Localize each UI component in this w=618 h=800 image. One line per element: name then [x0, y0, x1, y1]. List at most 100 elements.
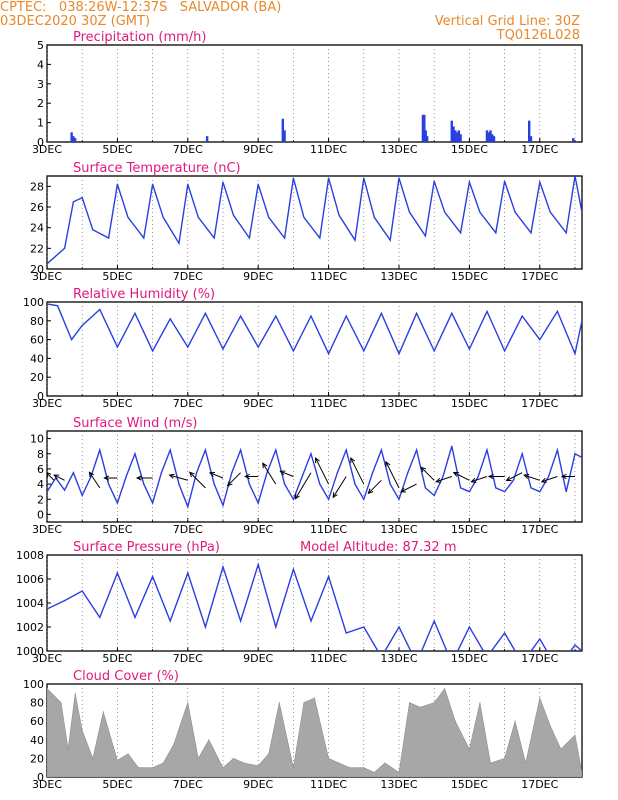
- series-point: [213, 483, 215, 485]
- cloud-point: [47, 688, 48, 690]
- series-point: [169, 449, 171, 451]
- y-tick-label: 100: [23, 678, 44, 691]
- series-point: [530, 232, 532, 234]
- x-tick-label: 11DEC: [310, 397, 347, 410]
- cloud-point: [363, 767, 365, 769]
- cloud-point: [243, 762, 245, 764]
- series-point: [187, 183, 189, 185]
- cloud-point: [292, 767, 294, 769]
- series-point: [275, 626, 277, 628]
- precip-bar: [492, 136, 496, 142]
- x-tick-label: 17DEC: [521, 143, 558, 156]
- cloud-point: [233, 757, 235, 759]
- series-point: [71, 339, 73, 341]
- cloud-point: [197, 757, 199, 759]
- y-tick-label: 1: [37, 117, 44, 130]
- cloud-point: [489, 762, 491, 764]
- cloud-point: [514, 720, 516, 722]
- wind-vector-head: [188, 471, 195, 478]
- series-point: [521, 453, 523, 455]
- wind-vector-head: [399, 487, 406, 493]
- wind-vector-head: [420, 466, 427, 473]
- wind-vector-head: [294, 493, 300, 500]
- x-tick-label: 5DEC: [102, 143, 132, 156]
- y-tick-label: 24: [30, 222, 44, 235]
- series-point: [459, 487, 462, 489]
- precip-bar: [454, 130, 457, 142]
- wind-vector-head: [226, 480, 233, 487]
- precip-bar: [489, 130, 492, 142]
- precip-bar: [425, 136, 429, 142]
- series-point: [433, 350, 435, 352]
- cloud-point: [257, 765, 259, 767]
- x-tick-label: 5DEC: [102, 778, 132, 791]
- cloud-point: [127, 753, 129, 755]
- y-tick-label: 8: [37, 448, 44, 461]
- x-tick-label: 3DEC: [32, 523, 62, 536]
- x-tick-label: 3DEC: [32, 652, 62, 665]
- wind-vector: [506, 472, 523, 481]
- series-point: [363, 350, 365, 352]
- cloud-point: [574, 734, 576, 736]
- series-point: [433, 494, 435, 497]
- cloud-point: [187, 702, 189, 704]
- y-tick-label: 0: [37, 771, 44, 784]
- cloud-point: [116, 759, 118, 761]
- wind-vector-head: [560, 473, 567, 480]
- series-point: [197, 216, 199, 218]
- cloud-point: [560, 748, 562, 750]
- series-point: [72, 472, 74, 474]
- series-point: [143, 483, 145, 485]
- panel-annotation: Model Altitude: 87.32 m: [300, 540, 457, 555]
- series-point: [373, 216, 375, 218]
- series-point: [556, 310, 558, 312]
- wind-vector: [453, 472, 470, 481]
- x-tick-label: 7DEC: [173, 523, 203, 536]
- series-point: [310, 315, 312, 317]
- series-point: [503, 180, 506, 182]
- cloud-point: [349, 767, 351, 769]
- wind-vector-head: [103, 475, 110, 481]
- panel-6: 3DEC 5DEC 7DEC 9DEC 11DEC 13DEC 15DEC 17DEC 0 20 4…: [23, 669, 583, 791]
- series-point: [444, 211, 446, 213]
- series-point: [514, 211, 516, 213]
- panel-title: Cloud Cover (%): [73, 669, 179, 684]
- x-tick-label: 13DEC: [380, 397, 417, 410]
- series-point: [354, 239, 356, 241]
- series-point: [398, 626, 400, 628]
- series-line: [47, 562, 582, 651]
- y-tick-label: 4: [37, 478, 44, 491]
- series-point: [151, 502, 154, 504]
- x-tick-label: 15DEC: [451, 652, 488, 665]
- series-point: [72, 201, 74, 203]
- cloud-point: [278, 702, 280, 704]
- precip-bar: [491, 134, 494, 142]
- precip-bar: [73, 138, 77, 142]
- y-tick-label: 60: [30, 715, 44, 728]
- wind-vector: [47, 472, 55, 481]
- cloud-point: [454, 720, 456, 722]
- wind-vector-head: [487, 473, 494, 480]
- series-point: [433, 620, 435, 622]
- precip-bar: [572, 138, 575, 142]
- panel-plot-area: [47, 303, 582, 357]
- cloud-point: [539, 697, 541, 699]
- y-tick-label: 20: [30, 371, 44, 384]
- wind-vector-head: [505, 476, 512, 482]
- series-point: [162, 216, 164, 218]
- series-point: [116, 346, 118, 348]
- x-tick-label: 17DEC: [521, 652, 558, 665]
- x-tick-label: 13DEC: [380, 270, 417, 283]
- series-point: [99, 308, 101, 311]
- precip-bar: [70, 132, 73, 142]
- series-point: [204, 449, 206, 451]
- y-tick-label: 4: [37, 58, 44, 71]
- series-point: [451, 312, 453, 314]
- y-tick-label: 40: [30, 352, 44, 365]
- wind-vector-head: [279, 470, 286, 476]
- series-point: [134, 312, 136, 314]
- series-point: [549, 211, 551, 213]
- series-point: [81, 590, 83, 592]
- panel-frame: [46, 175, 583, 270]
- precip-bar: [487, 132, 490, 142]
